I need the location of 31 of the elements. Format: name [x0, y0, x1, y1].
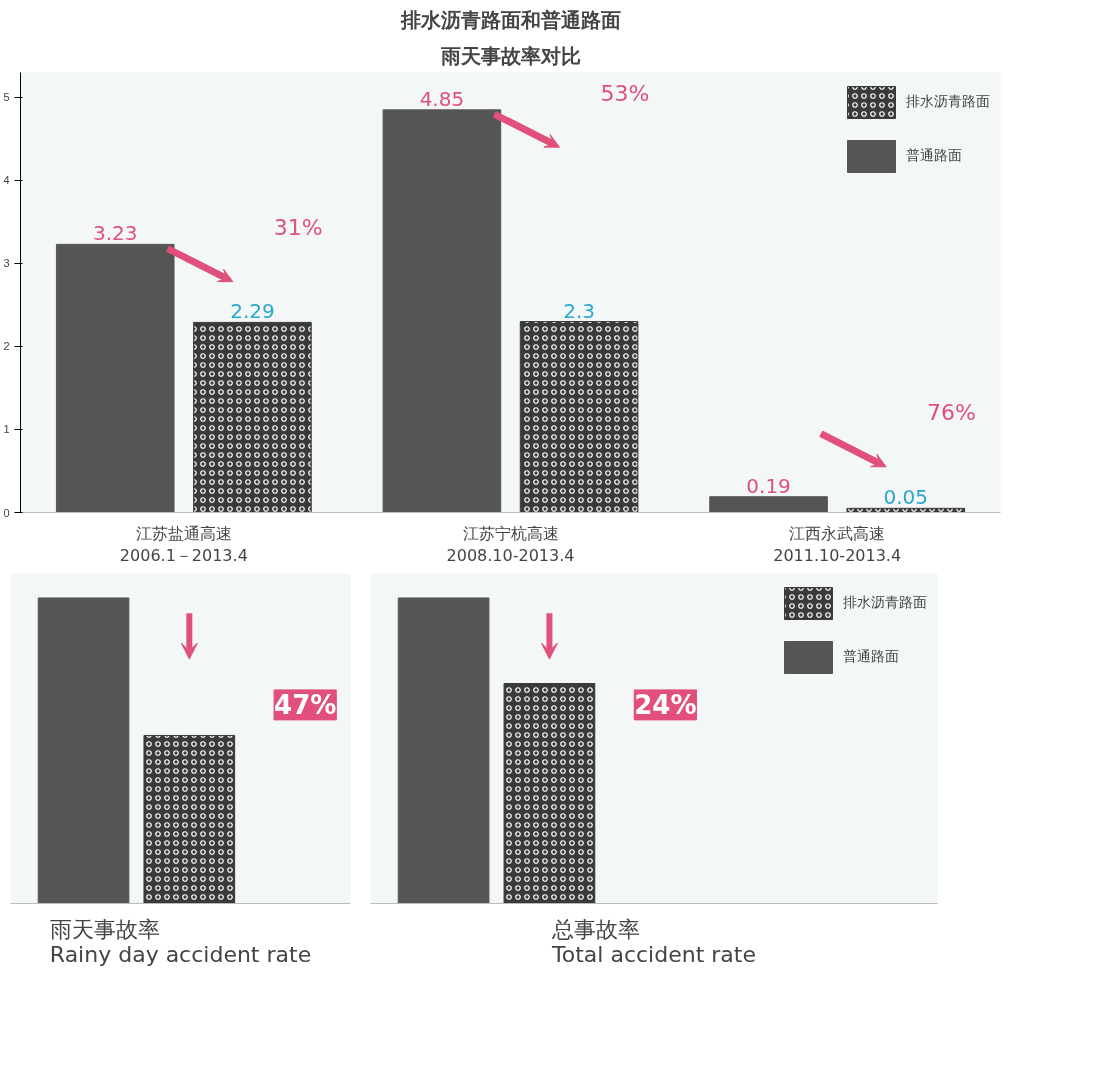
legend-label: 排水沥青路面 — [843, 594, 927, 612]
annotation: 47% — [274, 689, 337, 720]
y-tick-label: 2 — [3, 340, 10, 353]
x-tick-label: 江苏盐通高速 2006.1－2013.4 — [119, 523, 248, 566]
x-tick-label: 江苏宁杭高速 2008.10-2013.4 — [446, 523, 575, 566]
chart-title: 排水沥青路面和普通路面 — [399, 7, 621, 32]
text: 24% — [634, 689, 697, 720]
y-tick-label: 5 — [3, 91, 10, 104]
legend-label: 普通路面 — [843, 648, 899, 666]
data-label: 3.23 — [92, 221, 138, 246]
data-label: 4.85 — [419, 86, 465, 111]
annotation: 76% — [927, 400, 976, 426]
bar — [55, 243, 175, 513]
data-label: 2.3 — [563, 298, 596, 323]
data-label: 0.05 — [883, 485, 929, 510]
chart-subtitle: 雨天事故率对比 — [439, 43, 581, 68]
data-label: 2.29 — [230, 299, 275, 324]
y-tick-label: 1 — [3, 423, 10, 436]
y-tick-label: 4 — [3, 174, 10, 187]
bar — [709, 496, 828, 513]
text: 雨天事故率 Rainy day accident rate — [49, 916, 312, 967]
legend-label: 排水沥青路面 — [906, 93, 990, 111]
bar — [382, 109, 502, 513]
data-label: 0.19 — [746, 473, 791, 498]
annotation: 31% — [273, 215, 323, 241]
annotation: 53% — [600, 80, 650, 106]
legend-label: 普通路面 — [906, 147, 962, 165]
y-tick-label: 3 — [3, 257, 10, 270]
x-tick-label: 江西永武高速 2011.10-2013.4 — [773, 523, 902, 566]
y-tick-label: 0 — [3, 506, 10, 519]
text: 总事故率 Total accident rate — [551, 916, 756, 967]
